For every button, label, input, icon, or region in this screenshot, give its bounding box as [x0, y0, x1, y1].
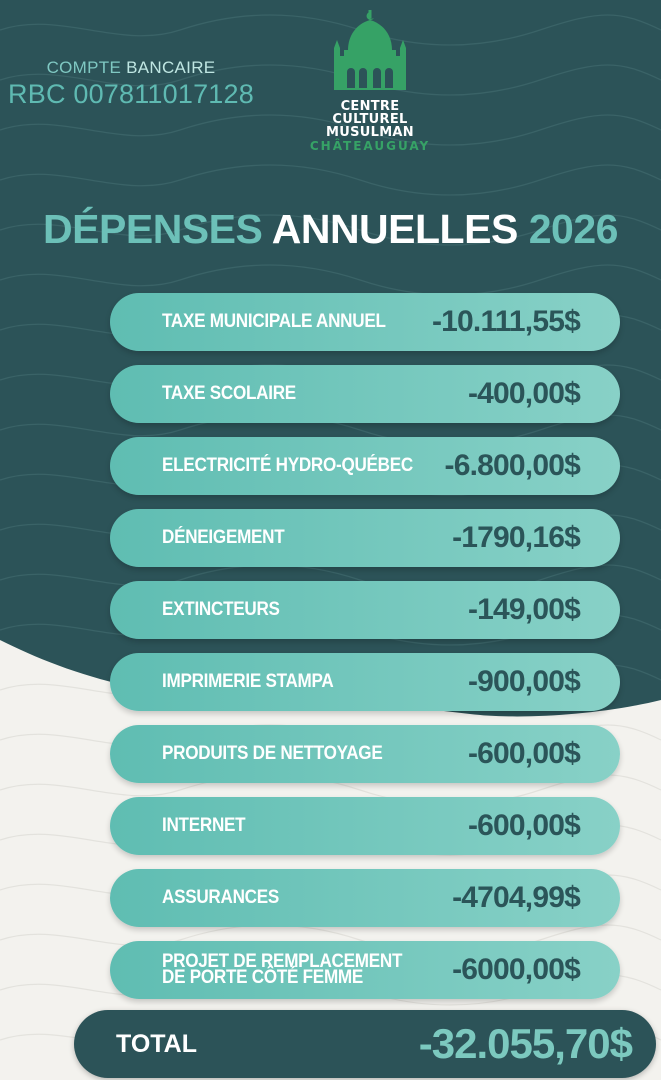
expense-row: INTERNET -600,00$ — [110, 797, 620, 855]
expense-row: DÉNEIGEMENT -1790,16$ — [110, 509, 620, 567]
organization-logo: CENTRE CULTUREL MUSULMAN CHÂTEAUGUAY — [290, 8, 450, 158]
expense-row: TAXE MUNICIPALE ANNUEL -10.111,55$ — [110, 293, 620, 351]
expense-label: ELECTRICITÉ HYDRO-QUÉBEC — [162, 455, 413, 476]
expense-label: EXTINCTEURS — [162, 599, 280, 620]
total-label: TOTAL — [116, 1029, 198, 1058]
expense-label: TAXE MUNICIPALE ANNUEL — [162, 311, 386, 332]
expense-label: ASSURANCES — [162, 887, 280, 908]
expense-row: ELECTRICITÉ HYDRO-QUÉBEC -6.800,00$ — [110, 437, 620, 495]
title-part-2: ANNUELLES — [271, 206, 519, 252]
expense-row: IMPRIMERIE STAMPA -900,00$ — [110, 653, 620, 711]
expense-label: INTERNET — [162, 815, 246, 836]
logo-text-line-3: MUSULMAN — [326, 125, 414, 140]
logo-text-line-2: CULTUREL — [332, 112, 408, 127]
logo-text-line-1: CENTRE — [340, 99, 400, 114]
title-part-1: DÉPENSES — [43, 206, 263, 252]
bank-account-info: COMPTE BANCAIRE RBC 007811017128 — [6, 58, 256, 110]
expense-amount: -149,00$ — [467, 593, 581, 626]
bank-account-number: RBC 007811017128 — [8, 79, 254, 109]
expense-row: PRODUITS DE NETTOYAGE -600,00$ — [110, 725, 620, 783]
expense-label: DÉNEIGEMENT — [162, 527, 285, 548]
expense-label: IMPRIMERIE STAMPA — [162, 671, 334, 692]
expense-row: ASSURANCES -4704,99$ — [110, 869, 620, 927]
expense-amount: -6000,00$ — [452, 953, 581, 986]
expense-amount: -900,00$ — [467, 665, 581, 698]
expense-amount: -400,00$ — [467, 377, 581, 410]
expense-label: TAXE SCOLAIRE — [162, 383, 296, 404]
expense-amount: -10.111,55$ — [431, 305, 581, 338]
expense-row: EXTINCTEURS -149,00$ — [110, 581, 620, 639]
expense-row: TAXE SCOLAIRE -400,00$ — [110, 365, 620, 423]
expense-amount: -4704,99$ — [452, 881, 581, 914]
expense-label: PRODUITS DE NETTOYAGE — [162, 743, 383, 764]
expense-label: PROJET DE REMPLACEMENT DE PORTE CÔTÉ FEM… — [162, 951, 403, 988]
mosque-dome-icon — [334, 10, 406, 90]
expense-list: TAXE MUNICIPALE ANNUEL -10.111,55$ TAXE … — [110, 293, 620, 1013]
expense-row: PROJET DE REMPLACEMENT DE PORTE CÔTÉ FEM… — [110, 941, 620, 999]
total-bar: TOTAL -32.055,70$ — [74, 1010, 656, 1078]
expense-amount: -600,00$ — [467, 737, 581, 770]
expense-amount: -6.800,00$ — [444, 449, 581, 482]
bank-label: COMPTE BANCAIRE — [46, 58, 216, 77]
title-part-3: 2026 — [528, 206, 619, 252]
expense-amount: -1790,16$ — [452, 521, 581, 554]
total-amount: -32.055,70$ — [418, 1020, 633, 1067]
page-title: DÉPENSES ANNUELLES 2026 — [0, 206, 661, 253]
logo-text-line-4: CHÂTEAUGUAY — [309, 139, 431, 153]
expense-amount: -600,00$ — [467, 809, 581, 842]
